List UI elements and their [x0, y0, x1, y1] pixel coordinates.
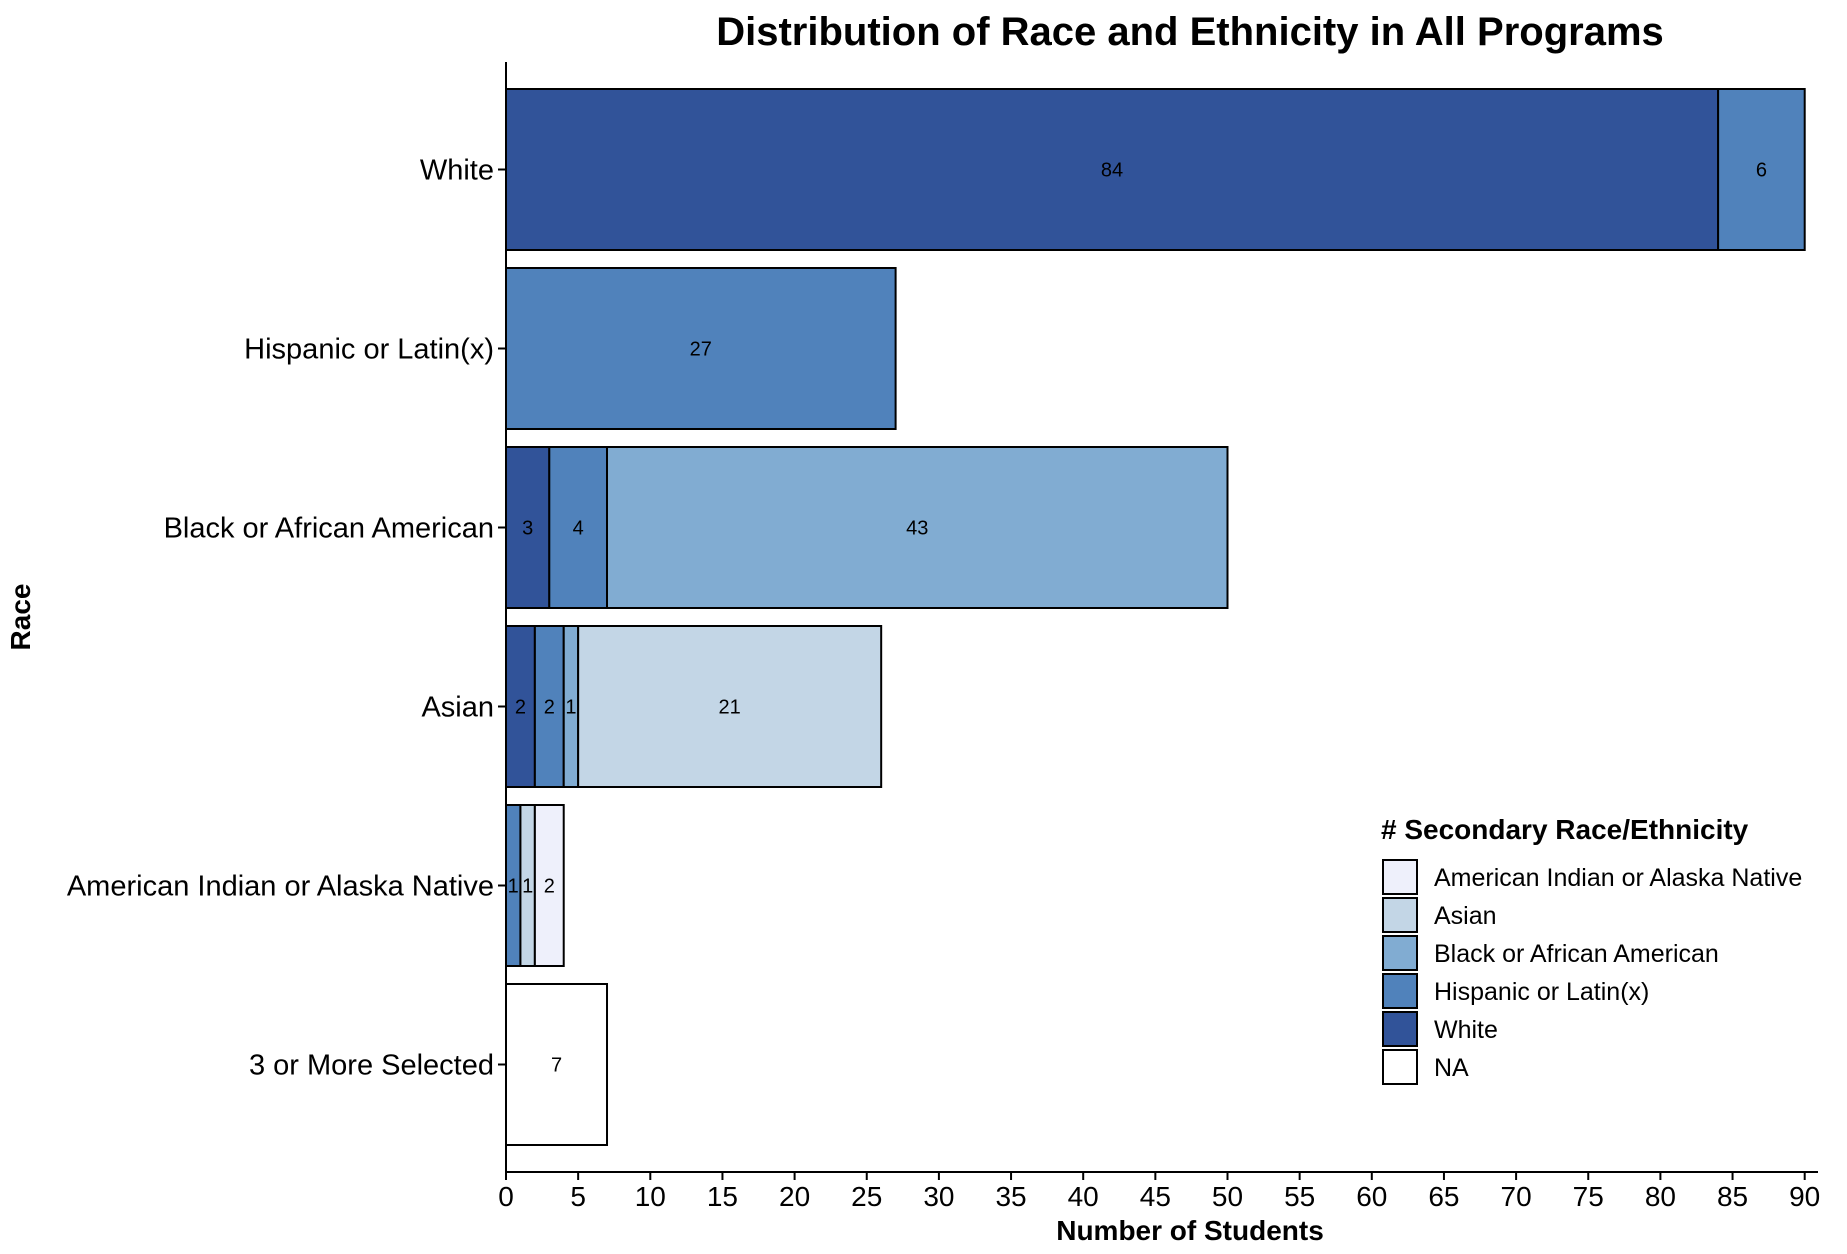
- bar-asian-seg-3: [577, 625, 883, 788]
- bar-white-seg-1: [1717, 88, 1806, 251]
- data-label: 84: [1101, 160, 1123, 182]
- x-tick-label: 15: [707, 1181, 738, 1212]
- legend-swatch-black-or-african-american: [1382, 935, 1418, 971]
- bar-white-seg-0: [505, 88, 1720, 251]
- y-axis-title: Race: [5, 584, 36, 651]
- legend-label: Asian: [1434, 902, 1497, 930]
- x-tick-label: 80: [1645, 1181, 1676, 1212]
- bar-black-or-african-american-seg-2: [606, 446, 1229, 609]
- data-label: 6: [1756, 160, 1767, 182]
- x-tick-label: 10: [635, 1181, 666, 1212]
- legend-label: Black or African American: [1434, 940, 1719, 968]
- y-tick-label: Asian: [421, 692, 494, 724]
- x-tick-label: 25: [851, 1181, 882, 1212]
- data-label: 1: [522, 876, 533, 898]
- y-tick-label: Hispanic or Latin(x): [244, 334, 494, 366]
- legend-label: Hispanic or Latin(x): [1434, 978, 1649, 1006]
- x-tick-label: 55: [1284, 1181, 1315, 1212]
- data-label: 2: [544, 876, 555, 898]
- y-axis-ticks: White Hispanic or Latin(x) Black or Africa…: [67, 155, 506, 1082]
- legend-label: White: [1434, 1016, 1498, 1044]
- y-tick-label: White: [420, 155, 494, 187]
- bar-asian-seg-1: [533, 625, 565, 788]
- legend-label: NA: [1434, 1054, 1469, 1082]
- x-tick-label: 30: [923, 1181, 954, 1212]
- bar-asian-seg-0: [505, 625, 536, 788]
- data-label: 1: [565, 697, 576, 719]
- x-tick-label: 0: [498, 1181, 514, 1212]
- x-tick-label: 90: [1789, 1181, 1820, 1212]
- legend-swatch-hispanic-or-latin-x: [1382, 973, 1418, 1009]
- bar-american-indian-or-alaska-native-seg-2: [533, 804, 565, 967]
- data-label: 7: [551, 1055, 562, 1077]
- data-label: 43: [906, 518, 928, 540]
- data-label: 2: [544, 697, 555, 719]
- legend-label: American Indian or Alaska Native: [1434, 864, 1802, 892]
- x-tick-label: 5: [570, 1181, 586, 1212]
- x-tick-label: 45: [1140, 1181, 1171, 1212]
- data-label: 27: [690, 339, 712, 361]
- y-tick-label: American Indian or Alaska Native: [67, 871, 494, 903]
- data-label: 1: [508, 876, 519, 898]
- chart-title: Distribution of Race and Ethnicity in Al…: [716, 10, 1664, 54]
- x-axis-title: Number of Students: [1056, 1215, 1324, 1246]
- x-tick-label: 65: [1428, 1181, 1459, 1212]
- legend-title: # Secondary Race/Ethnicity: [1381, 814, 1749, 845]
- bar-3-or-more-selected-seg-0: [505, 983, 609, 1146]
- legend-items: American Indian or Alaska Native Asian Bla…: [1382, 859, 1802, 1085]
- legend: # Secondary Race/Ethnicity American Indi…: [1381, 814, 1802, 1085]
- y-tick-label: Black or African American: [164, 513, 494, 545]
- x-tick-label: 70: [1501, 1181, 1532, 1212]
- x-tick-label: 50: [1212, 1181, 1243, 1212]
- legend-swatch-na: [1382, 1049, 1418, 1085]
- data-label: 2: [515, 697, 526, 719]
- data-label: 4: [573, 518, 584, 540]
- x-tick-label: 60: [1356, 1181, 1387, 1212]
- x-tick-label: 20: [779, 1181, 810, 1212]
- x-tick-label: 40: [1068, 1181, 1099, 1212]
- x-tick-label: 75: [1573, 1181, 1604, 1212]
- legend-swatch-asian: [1382, 897, 1418, 933]
- x-axis-ticks: 0 5 10 15 20 25 30 35 40 45 50 55 60 65 70 75 80 85 90: [498, 1172, 1820, 1212]
- data-label: 21: [719, 697, 741, 719]
- y-tick-label: 3 or More Selected: [249, 1050, 494, 1082]
- x-tick-label: 85: [1717, 1181, 1748, 1212]
- data-label: 3: [522, 518, 533, 540]
- legend-swatch-white: [1382, 1011, 1418, 1047]
- x-tick-label: 35: [995, 1181, 1026, 1212]
- legend-swatch-american-indian-or-alaska-native: [1382, 859, 1418, 895]
